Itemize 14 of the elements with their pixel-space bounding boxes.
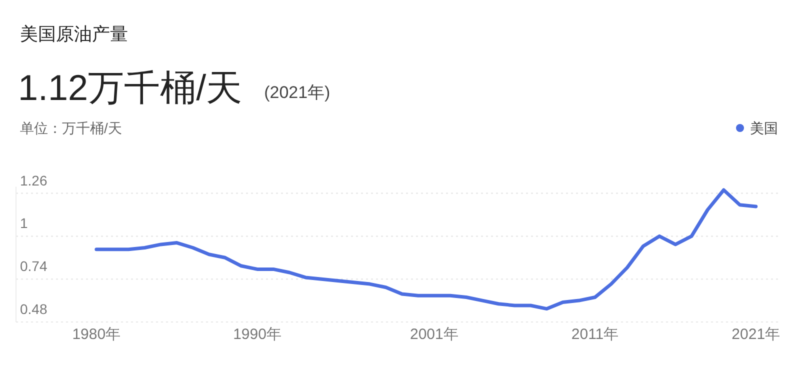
x-tick-label: 2021年 — [732, 326, 780, 343]
y-tick-label: 0.74 — [20, 258, 48, 274]
x-tick-label: 2011年 — [571, 326, 619, 343]
y-tick-label: 0.48 — [20, 301, 48, 317]
y-tick-label: 1 — [20, 215, 28, 232]
legend-label: 美国 — [750, 120, 778, 136]
x-tick-label: 2001年 — [410, 326, 458, 343]
y-axis-title: 单位：万千桶/天 — [20, 120, 122, 136]
text: (2021年) — [264, 83, 330, 102]
chart-subtitle: 1.12万千桶/天 — [18, 67, 242, 108]
x-tick-label: 1980年 — [72, 326, 121, 343]
y-tick-label: 1.26 — [20, 172, 48, 188]
x-tick-label: 1990年 — [233, 326, 282, 343]
chart-title: 美国原油产量 — [20, 24, 128, 44]
